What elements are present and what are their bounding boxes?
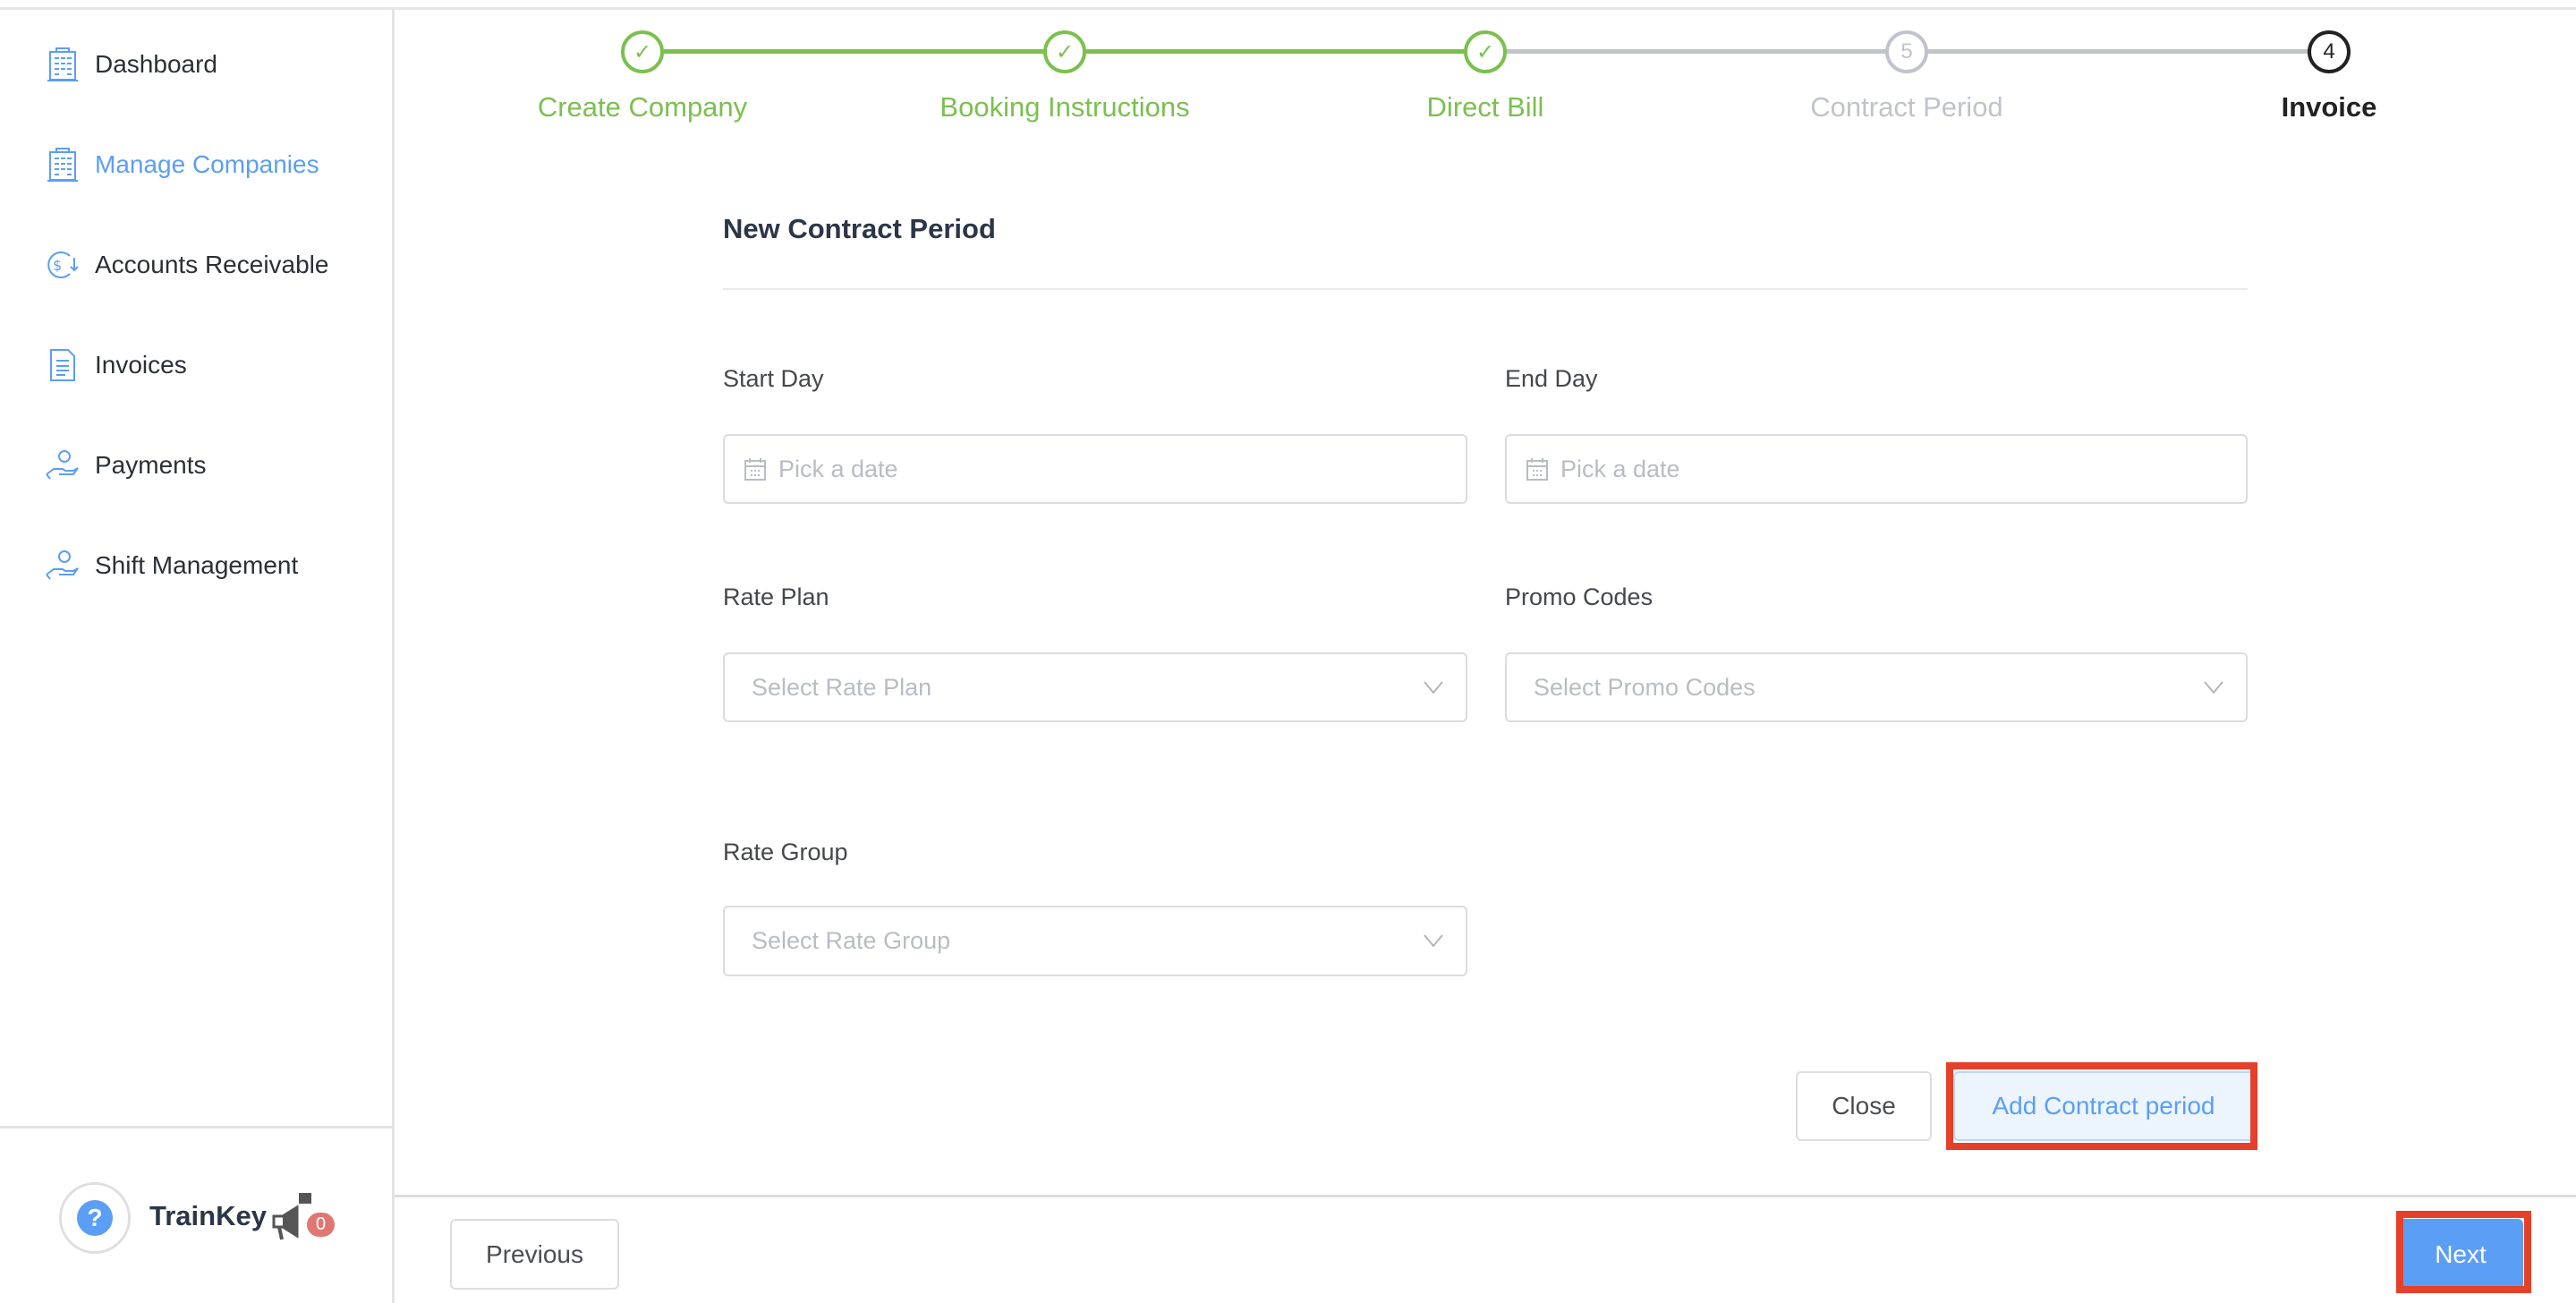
svg-text:$: $ <box>53 257 62 274</box>
brand-name: TrainKey <box>149 1200 267 1231</box>
sidebar-item-label: Accounts Receivable <box>95 251 329 278</box>
sidebar-item-accounts-receivable[interactable]: $ Accounts Receivable <box>45 238 328 292</box>
step-booking-instructions[interactable]: ✓ <box>1043 30 1086 73</box>
step-label: Contract Period <box>1810 91 2003 123</box>
chevron-down-icon <box>1424 681 1443 694</box>
sidebar-item-manage-companies[interactable]: Manage Companies <box>45 138 319 192</box>
sidebar-item-label: Invoices <box>95 351 187 379</box>
start-day-placeholder: Pick a date <box>778 455 898 482</box>
rate-plan-select[interactable]: Select Rate Plan <box>723 652 1467 722</box>
sidebar-item-payments[interactable]: Payments <box>45 439 207 492</box>
step-contract-period[interactable]: 5 <box>1885 30 1928 73</box>
highlight-box <box>2396 1211 2531 1293</box>
step-label: Create Company <box>537 91 748 123</box>
start-day-label: Start Day <box>723 365 824 392</box>
next-button[interactable]: Next <box>2398 1219 2523 1290</box>
check-icon: ✓ <box>1475 39 1495 64</box>
check-icon: ✓ <box>633 39 652 64</box>
sidebar-item-dashboard[interactable]: Dashboard <box>45 38 217 91</box>
step-label: Direct Bill <box>1426 91 1544 123</box>
sidebar-item-label: Shift Management <box>95 551 299 579</box>
end-day-label: End Day <box>1505 365 1598 392</box>
highlight-box <box>1946 1062 2257 1150</box>
sidebar-footer: ? TrainKey 0 <box>0 1126 395 1303</box>
step-invoice[interactable]: 4 <box>2308 30 2351 73</box>
start-day-input[interactable]: Pick a date <box>723 434 1467 504</box>
sidebar: Dashboard Manage Companies $ Accounts Re… <box>0 10 395 1303</box>
sidebar-item-label: Manage Companies <box>95 150 319 178</box>
help-button[interactable]: ? <box>59 1182 131 1254</box>
end-day-placeholder: Pick a date <box>1560 455 1680 482</box>
rate-group-placeholder: Select Rate Group <box>752 927 951 954</box>
notification-badge: 0 <box>307 1213 336 1237</box>
rate-plan-placeholder: Select Rate Plan <box>752 673 932 701</box>
chevron-down-icon <box>2204 681 2223 694</box>
rate-plan-label: Rate Plan <box>723 583 829 610</box>
step-number: 5 <box>1900 39 1913 64</box>
sidebar-item-label: Payments <box>95 451 207 479</box>
sidebar-item-invoices[interactable]: Invoices <box>45 338 187 392</box>
divider <box>723 288 2248 290</box>
help-icon: ? <box>77 1200 113 1236</box>
form-title: New Contract Period <box>723 213 996 244</box>
step-create-company[interactable]: ✓ <box>621 30 664 73</box>
footer-divider <box>395 1195 2576 1197</box>
top-border <box>0 0 2576 10</box>
building-icon <box>45 47 81 82</box>
rate-group-label: Rate Group <box>723 839 848 865</box>
add-contract-period-button[interactable]: Add Contract period <box>1953 1071 2254 1141</box>
end-day-input[interactable]: Pick a date <box>1505 434 2248 504</box>
step-label: Invoice <box>2281 91 2377 123</box>
invoice-document-icon <box>45 347 81 383</box>
megaphone-icon[interactable] <box>272 1193 315 1243</box>
promo-codes-label: Promo Codes <box>1505 583 1654 610</box>
promo-codes-placeholder: Select Promo Codes <box>1534 673 1756 701</box>
close-button[interactable]: Close <box>1796 1071 1932 1141</box>
step-direct-bill[interactable]: ✓ <box>1464 30 1507 73</box>
chevron-down-icon <box>1424 934 1443 948</box>
building-icon <box>45 147 81 183</box>
dollar-receive-icon: $ <box>45 247 81 283</box>
calendar-icon <box>1526 458 1548 481</box>
sidebar-item-label: Dashboard <box>95 50 217 78</box>
sidebar-item-shift-management[interactable]: Shift Management <box>45 539 298 592</box>
step-label: Booking Instructions <box>939 91 1190 123</box>
previous-button[interactable]: Previous <box>450 1219 619 1290</box>
promo-codes-select[interactable]: Select Promo Codes <box>1505 652 2248 722</box>
rate-group-select[interactable]: Select Rate Group <box>723 906 1467 976</box>
hand-coin-icon <box>45 548 81 583</box>
calendar-icon <box>744 458 766 481</box>
step-number: 4 <box>2323 39 2335 64</box>
check-icon: ✓ <box>1055 39 1075 64</box>
hand-coin-icon <box>45 447 81 483</box>
